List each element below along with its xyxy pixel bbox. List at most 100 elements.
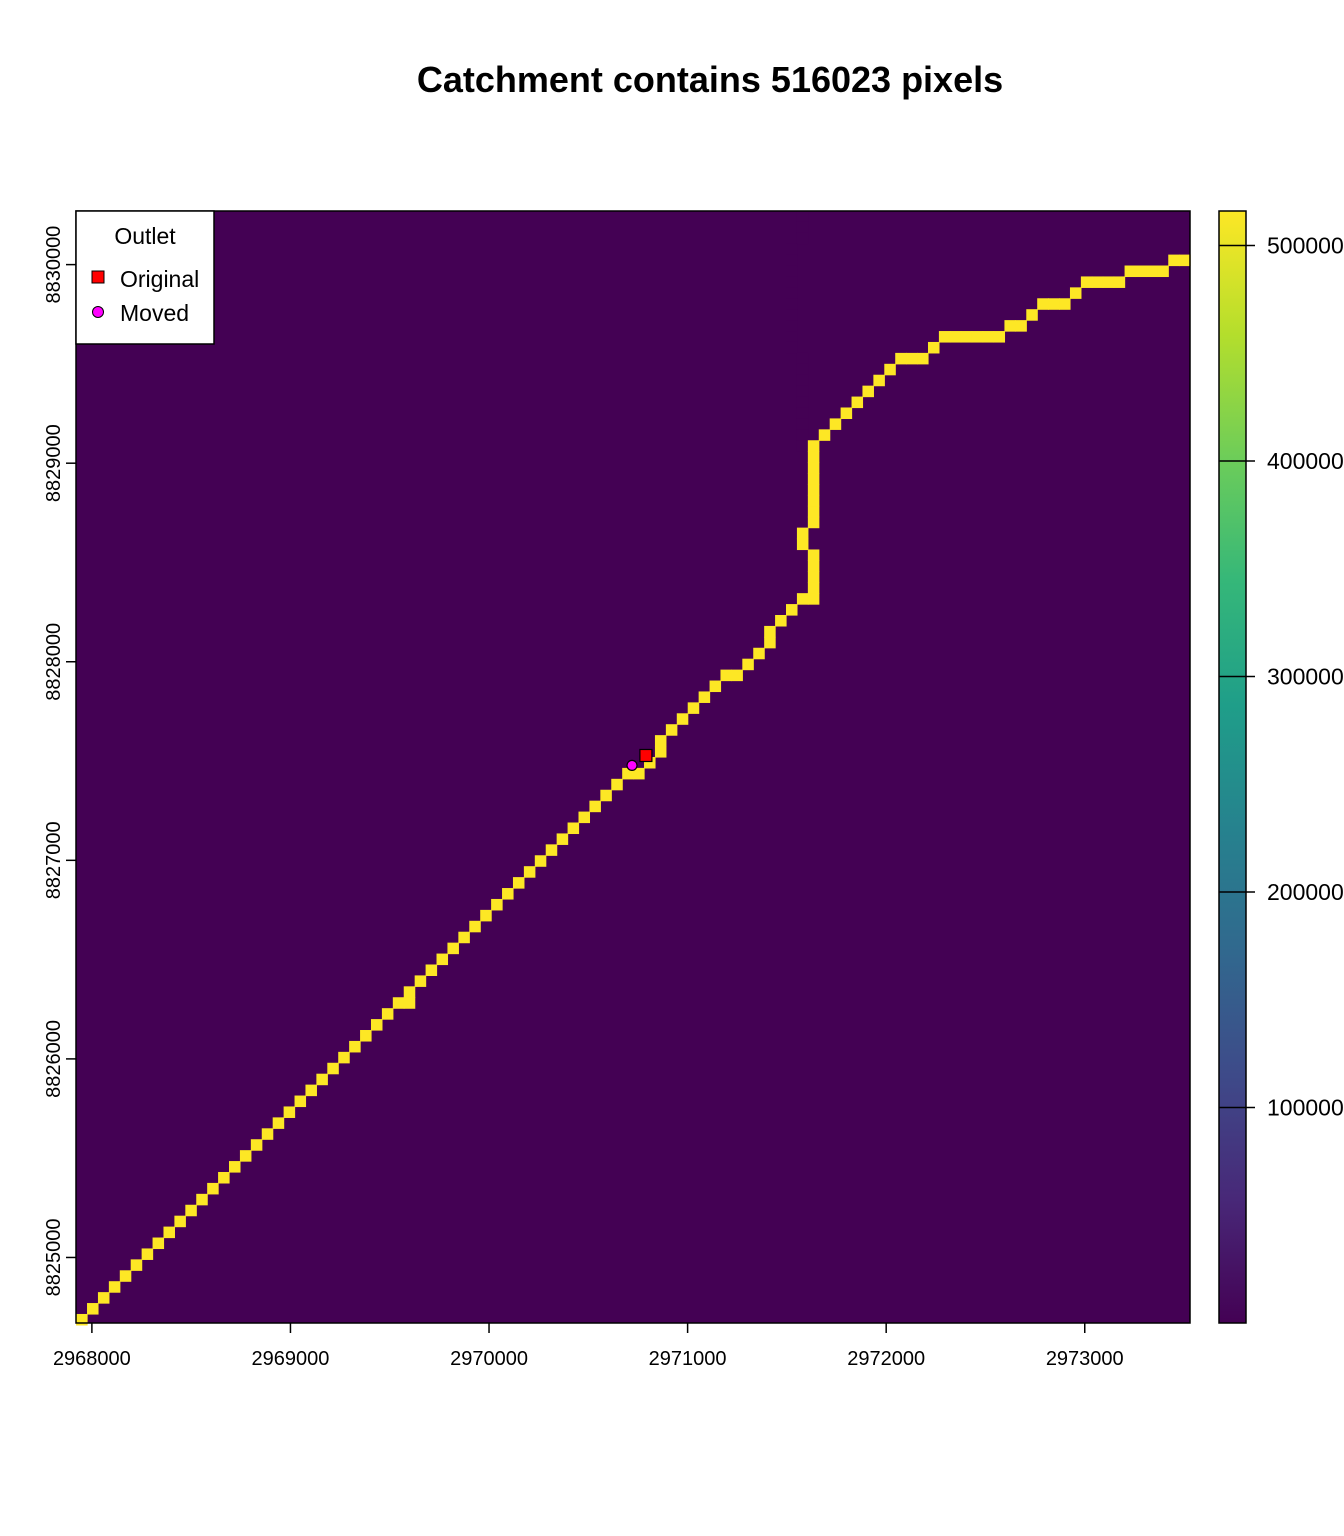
y-tick-label: 8828000 [43,623,65,701]
tributary-cell [796,396,809,409]
tributary-cell [786,243,798,256]
stream-cell [567,822,580,835]
stream-cell [600,789,612,802]
stream-cell [807,462,820,474]
stream-cell [1048,298,1060,310]
stream-cell [556,833,569,845]
stream-cell [938,331,951,343]
stream-cell [403,986,416,998]
stream-cell [665,724,678,736]
stream-cell [76,1313,88,1326]
colorbar-tick-label: 500000 [1267,233,1344,259]
stream-cell [1157,265,1169,278]
stream-cell [87,1303,99,1315]
stream-cell [807,473,820,485]
stream-cell [349,1040,361,1053]
tributary-cell [796,232,809,245]
legend-entry-moved: Moved [120,300,189,326]
stream-cell [1102,276,1115,288]
tributary-cell [796,440,809,452]
stream-cell [512,877,525,889]
stream-cell [458,931,470,944]
stream-cell [1015,320,1027,332]
stream-cell [796,593,809,605]
tributary-cell [786,254,798,267]
stream-cell [873,374,885,387]
stream-cell [108,1281,121,1293]
tributary-cell [796,352,809,365]
plot-frame [75,210,1191,1324]
stream-cell [851,396,864,409]
stream-cell [523,866,536,878]
tributary-cell [786,265,798,278]
tributary-cell [786,276,798,288]
stream-cell [491,898,503,911]
stream-cell [807,494,820,507]
x-axis: 2968000 2969000 2970000 2971000 2972000 29730… [53,1323,1124,1370]
stream-cell [917,352,929,365]
stream-cell [327,1062,339,1075]
stream-cell [283,1106,296,1118]
stream-cell [807,582,820,594]
stream-cell [1069,287,1082,299]
tributary-cell [786,287,798,299]
stream-cell [141,1248,154,1260]
stream-cell [370,1019,383,1031]
tributary-cell [796,429,809,441]
stream-cell [807,549,820,561]
colorbar-ticks: 100000 200000 300000 400000 500000 [1219,233,1344,1121]
stream-cell [862,385,874,398]
stream-cell [414,975,427,987]
stream-cell [654,746,667,758]
tributary-cell [796,210,809,223]
stream-cell [1037,298,1049,310]
colorbar-tick-label: 100000 [1267,1095,1344,1121]
stream-cell [698,691,711,703]
stream-cell [807,505,820,518]
stream-cell [469,920,481,933]
y-tick-label: 8826000 [43,1020,65,1098]
stream-cell [927,341,940,354]
stream-cell [392,997,405,1009]
stream-cell [316,1073,328,1086]
stream-cell [338,1051,350,1064]
stream-cell [687,702,700,714]
stream-cell [731,669,743,682]
outlet-point-moved [626,759,638,772]
tributary-cell [796,385,809,398]
stream-cell [534,855,547,867]
tributary-cell [796,374,809,387]
stream-cell [611,778,623,791]
stream-cell [436,953,449,966]
stream-cell [480,909,492,922]
stream-cell [709,680,722,693]
stream-cell [207,1182,219,1195]
stream-cell [644,756,656,769]
x-tick-label: 2973000 [1046,1348,1124,1370]
stream-cell [796,538,809,551]
colorbar-tick-label: 400000 [1267,448,1344,474]
stream-cell [807,560,820,572]
stream-cell [250,1139,263,1151]
stream-cell [97,1292,110,1304]
stream-cell [993,331,1006,343]
stream-cell [796,527,809,540]
stream-cell [229,1161,241,1173]
stream-cell [261,1128,274,1140]
stream-cell [1004,320,1016,332]
y-tick-label: 8830000 [43,226,65,304]
stream-cell [447,942,459,955]
stream-cell [829,418,842,430]
stream-cell [1124,265,1137,278]
stream-cell [764,636,776,649]
tributary-cell [786,309,798,321]
chart-title: Catchment contains 516023 pixels [417,59,1003,100]
legend: Outlet Original Moved [75,210,215,345]
stream-cell [185,1204,197,1217]
stream-cell [174,1215,186,1228]
tributary-cell [796,221,809,234]
stream-cell [239,1150,252,1162]
stream-cell [786,604,798,616]
legend-circle-marker [92,306,104,318]
